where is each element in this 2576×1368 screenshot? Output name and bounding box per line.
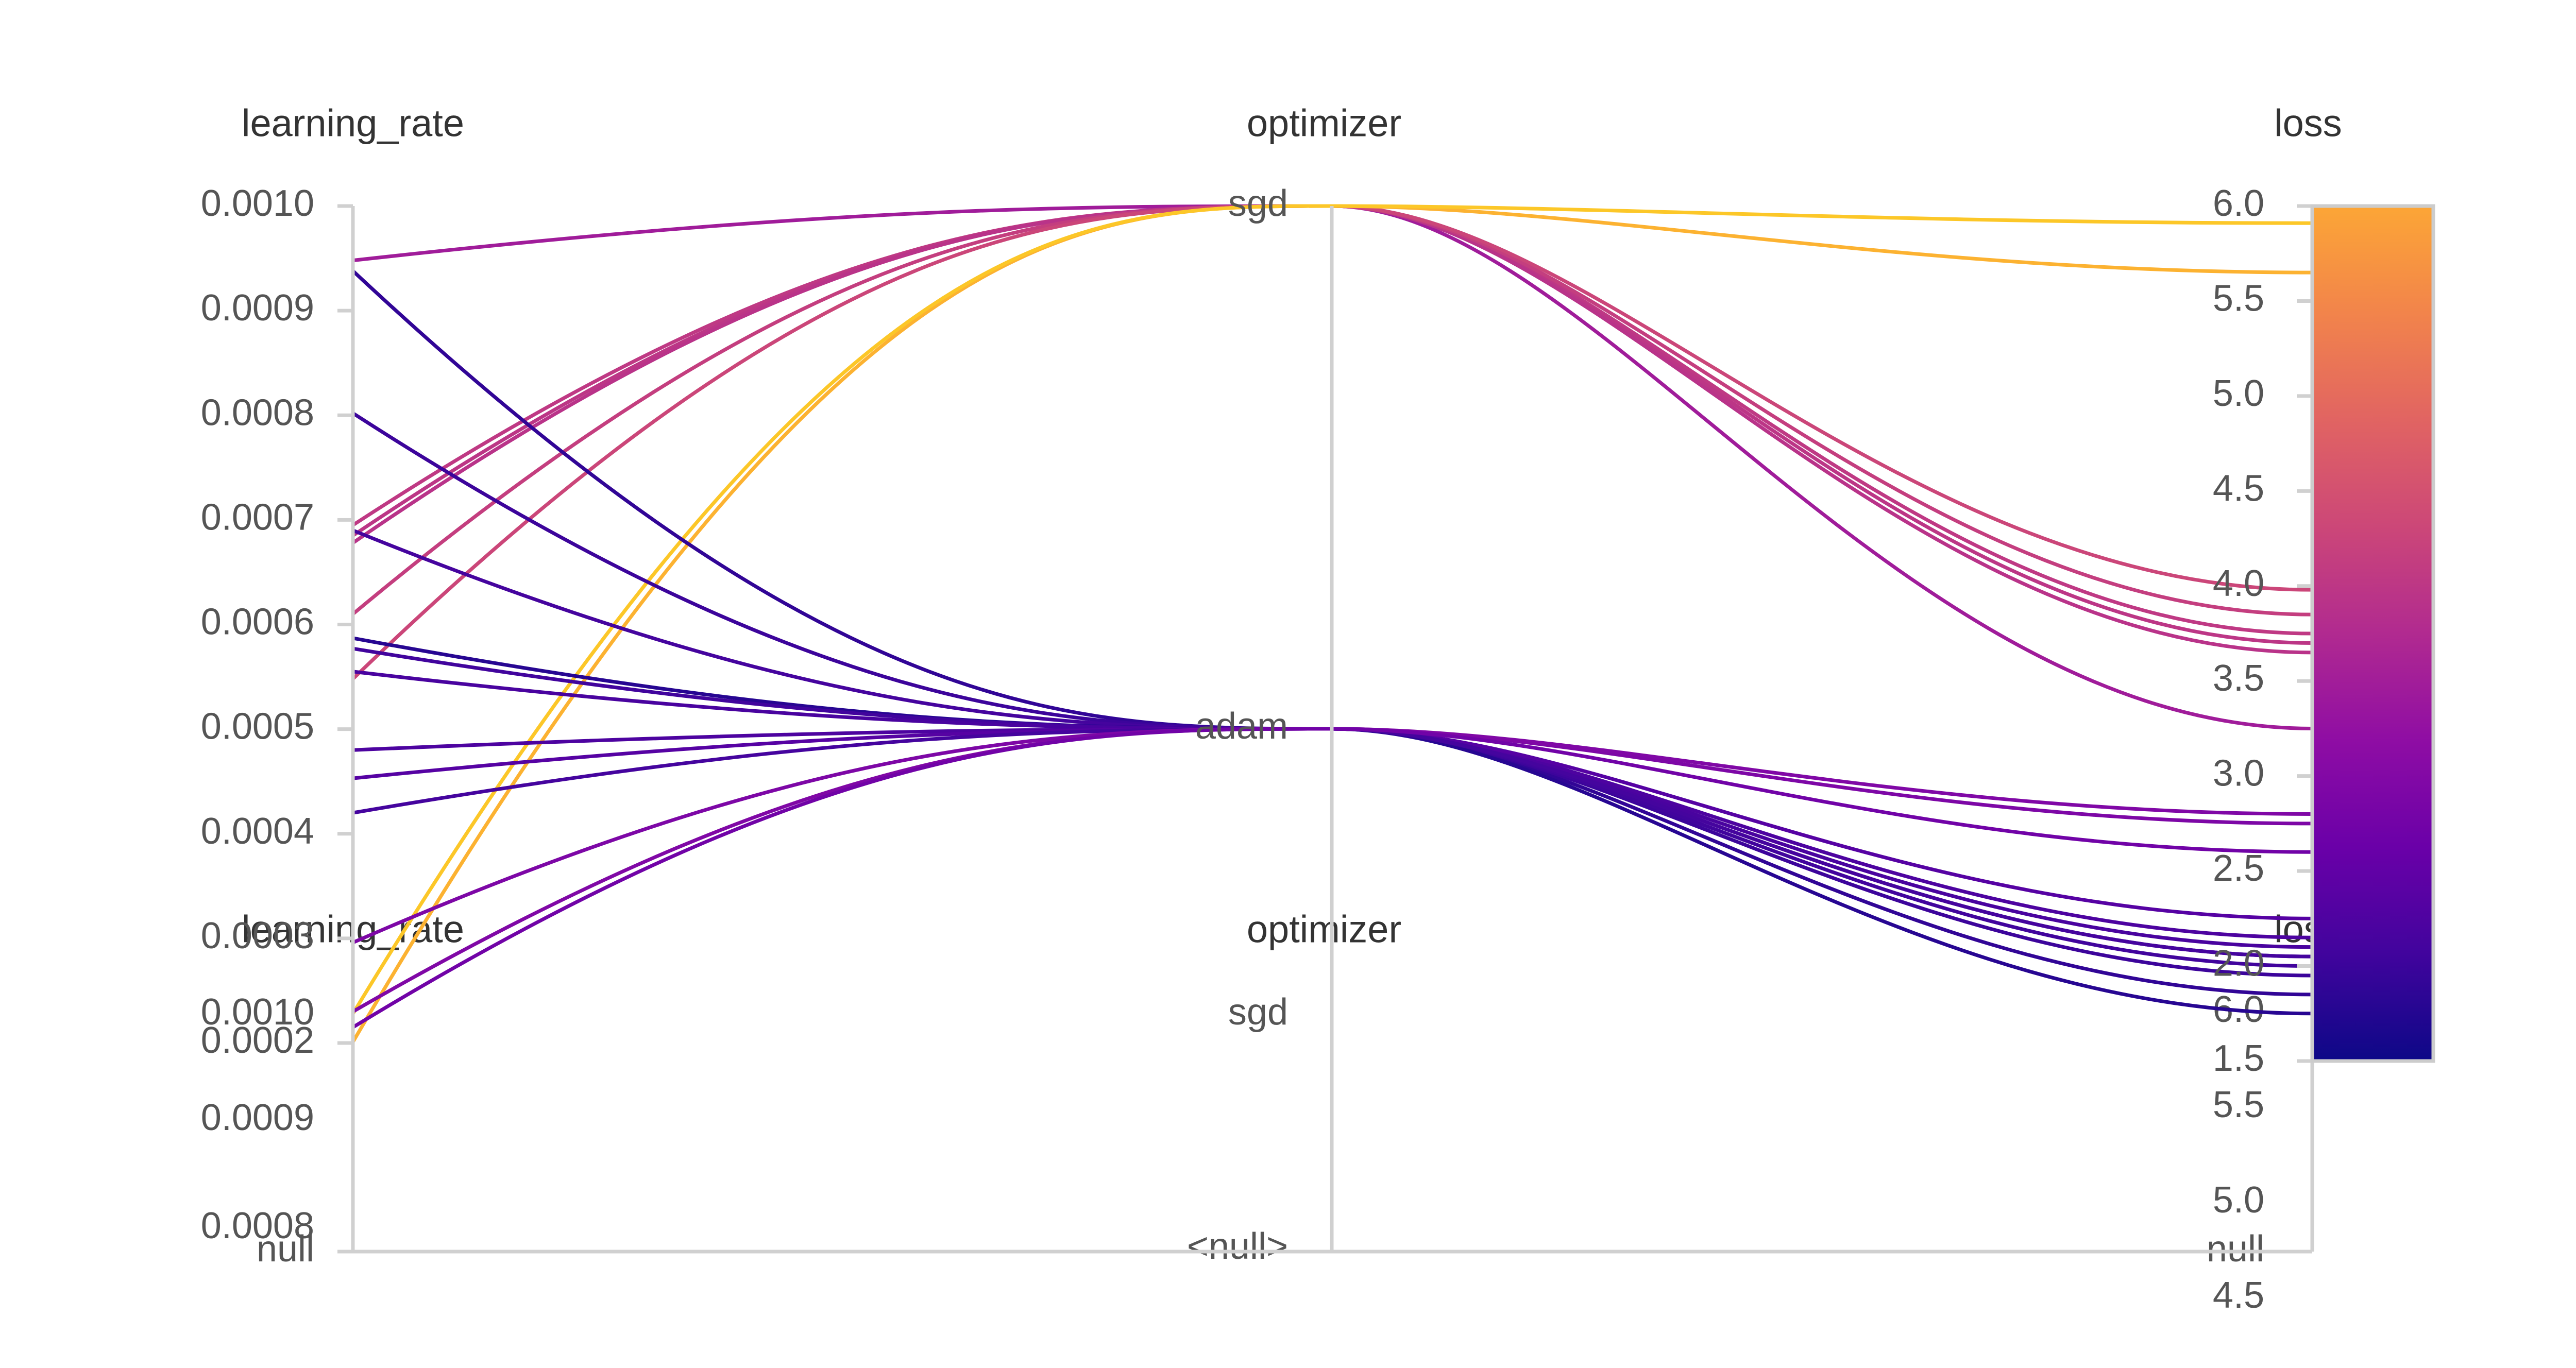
optimizer-category-adam: adam [1195, 706, 1288, 747]
overlay-loss-tick-label: 5.5 [2213, 1084, 2264, 1125]
loss-tick-label: 2.5 [2213, 848, 2264, 889]
loss-tick-label: 1.5 [2213, 1038, 2264, 1079]
overlay-opt-null-label: <null> [1187, 1226, 1288, 1267]
loss-tick-label: 4.0 [2213, 563, 2264, 604]
overlay-lr-null-label: null [257, 1228, 314, 1270]
optimizer-category-sgd: sgd [1228, 183, 1288, 224]
lr-tick-label: 0.0008 [201, 392, 314, 433]
loss-tick-label: 6.0 [2213, 183, 2264, 224]
loss-tick-label: 5.0 [2213, 373, 2264, 414]
axes: learning_rate 0.0010 0.0009 0.0008 0.0007 0.0… [201, 102, 2342, 1254]
colorbar [2310, 204, 2435, 1063]
lr-tick-label: 0.0005 [201, 706, 314, 747]
loss-tick-label: 3.0 [2213, 753, 2264, 794]
axis-title-loss: loss [2274, 102, 2342, 145]
overlay-lr-tick-label: 0.0008 [201, 1205, 314, 1246]
colorbar-gradient [2310, 204, 2435, 1063]
loss-tick-label: 4.5 [2213, 468, 2264, 509]
loss-tick-label: 3.5 [2213, 658, 2264, 699]
lr-tick-label: 0.0004 [201, 811, 314, 852]
overlay-axis-labels: learning_rate optimizer loss0.00100.00090.… [201, 908, 2342, 1316]
lr-tick-label: 0.0010 [201, 183, 314, 224]
lr-tick-label: 0.0006 [201, 602, 314, 643]
overlay-loss-tick-label: 4.5 [2213, 1275, 2264, 1316]
overlay-loss-null-label: null [2207, 1228, 2264, 1270]
overlay-loss-tick-label: 5.0 [2213, 1179, 2264, 1221]
overlay-opt-label: sgd [1228, 991, 1288, 1033]
axis-title-learning-rate: learning_rate [242, 102, 464, 145]
loss-tick-label: 5.5 [2213, 278, 2264, 319]
overlay-lr-tick-label: 0.0010 [201, 991, 314, 1033]
lr-tick-label: 0.0007 [201, 497, 314, 538]
lr-tick-label: 0.0009 [201, 287, 314, 329]
overlay-title-optimizer: optimizer [1247, 908, 1401, 951]
loss-tick-label: 2.0 [2213, 943, 2264, 984]
overlay-lr-tick-label: 0.0009 [201, 1097, 314, 1138]
series-line [351, 204, 2314, 1016]
axis-title-optimizer: optimizer [1247, 102, 1401, 145]
lr-tick-label: 0.0002 [201, 1020, 314, 1061]
lr-tick-label: 0.0003 [201, 915, 314, 956]
